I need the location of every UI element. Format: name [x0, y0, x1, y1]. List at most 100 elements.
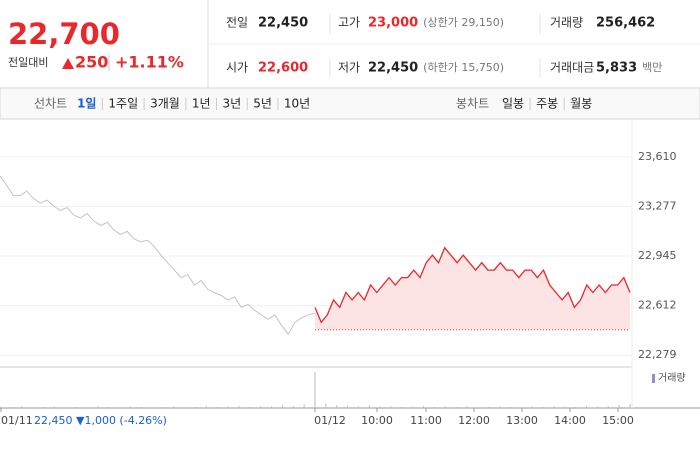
volume-bar	[260, 406, 262, 408]
volume-bar	[390, 406, 392, 408]
volume-bar	[596, 406, 598, 408]
volume-bar	[292, 405, 294, 408]
x-tick-label: 12:00	[458, 414, 490, 427]
x-tick-label: 11:00	[410, 414, 442, 427]
legend-label: 거래량	[658, 372, 686, 384]
day-label: 01/12	[314, 414, 346, 427]
volume-bar	[32, 407, 34, 408]
volume-bar	[249, 406, 251, 408]
change-label: 전일대비	[8, 55, 48, 69]
volume-bar	[140, 406, 142, 408]
tab-group-label: 선차트	[34, 97, 67, 111]
volume-bar	[433, 406, 435, 408]
change-rate: +1.11%	[115, 53, 184, 72]
stat-label: 거래량	[550, 16, 583, 30]
volume-bar	[0, 406, 1, 408]
volume-bar	[564, 406, 566, 408]
tab-bar	[0, 87, 700, 120]
tab[interactable]: 3년	[223, 97, 242, 111]
tab[interactable]: 10년	[284, 97, 310, 111]
tab[interactable]: 1일	[77, 97, 96, 111]
stat-extra: (하한가 15,750)	[423, 60, 504, 74]
volume-bar	[499, 406, 501, 408]
volume-bar	[336, 405, 338, 408]
stat-value: 22,450	[368, 61, 418, 76]
volume-bar	[53, 406, 55, 408]
volume-bar	[227, 406, 229, 408]
stat-extra: 백만	[642, 61, 662, 74]
y-tick-label: 23,277	[638, 199, 677, 212]
y-tick-label: 22,612	[638, 299, 677, 312]
stat-label: 전일	[226, 16, 248, 30]
tab[interactable]: 1년	[192, 97, 211, 111]
tab[interactable]: 3개월	[150, 97, 180, 111]
stat-value: 23,000	[368, 16, 418, 31]
volume-bar	[42, 406, 44, 408]
volume-bar	[553, 406, 555, 408]
stat-value: 5,833	[596, 61, 637, 76]
volume-bar	[455, 406, 457, 408]
volume-bar	[216, 406, 218, 408]
volume-bar	[368, 405, 370, 408]
stat-value: 256,462	[596, 16, 655, 31]
x-tick-label: 10:00	[361, 414, 393, 427]
up-triangle	[62, 58, 74, 69]
price: 22,700	[8, 17, 120, 51]
y-tick-label: 23,610	[638, 150, 677, 163]
stat-label: 거래대금	[550, 61, 594, 75]
volume-bar	[97, 406, 99, 408]
volume-bar	[151, 407, 153, 408]
volume-bar	[314, 372, 316, 408]
volume-bar	[173, 406, 175, 408]
x-tick-label: 13:00	[506, 414, 538, 427]
volume-bar	[238, 405, 240, 408]
stat-label: 저가	[338, 61, 360, 75]
volume-bar	[575, 406, 577, 408]
stat-label: 고가	[338, 16, 360, 30]
volume-bar	[184, 407, 186, 408]
volume-bar	[531, 406, 533, 408]
stat-extra: (상한가 29,150)	[423, 16, 504, 29]
volume-bar	[586, 405, 588, 408]
volume-bar	[542, 406, 544, 408]
volume-bar	[86, 407, 88, 408]
tab[interactable]: 주봉	[536, 97, 558, 111]
volume-bar	[162, 406, 164, 408]
volume-bar	[477, 407, 479, 408]
volume-bar	[520, 407, 522, 408]
volume-bar	[271, 406, 273, 408]
volume-bar	[510, 406, 512, 408]
volume-bar	[412, 406, 414, 408]
stat-value: 22,600	[258, 61, 308, 76]
price-line	[0, 175, 316, 336]
tab[interactable]: 월봉	[570, 97, 592, 111]
day-info: 22,450 ▼1,000 (-4.26%)	[34, 414, 167, 427]
volume-bar	[129, 406, 131, 408]
volume-bar	[118, 407, 120, 408]
day-label: 01/11	[1, 414, 33, 427]
volume-bar	[423, 405, 425, 408]
area-fill	[315, 247, 630, 330]
volume-bar	[325, 403, 327, 408]
tab[interactable]: 일봉	[502, 97, 524, 111]
volume-bar	[21, 406, 23, 408]
volume-bar	[195, 406, 197, 408]
tab[interactable]: 5년	[253, 97, 272, 111]
x-tick-label: 15:00	[602, 414, 634, 427]
tab-group-label: 봉차트	[456, 97, 489, 111]
volume-bar	[629, 403, 631, 408]
volume-bar	[379, 406, 381, 408]
legend-swatch	[652, 374, 655, 383]
volume-bar	[488, 406, 490, 408]
y-tick-label: 22,945	[638, 249, 677, 262]
tab[interactable]: 1주일	[108, 97, 138, 111]
volume-bar	[281, 405, 283, 408]
volume-bar	[444, 406, 446, 408]
stat-label: 시가	[226, 61, 248, 75]
stat-value: 22,450	[258, 16, 308, 31]
volume-bar	[303, 404, 305, 408]
volume-bar	[357, 406, 359, 408]
y-tick-label: 22,279	[638, 348, 677, 361]
